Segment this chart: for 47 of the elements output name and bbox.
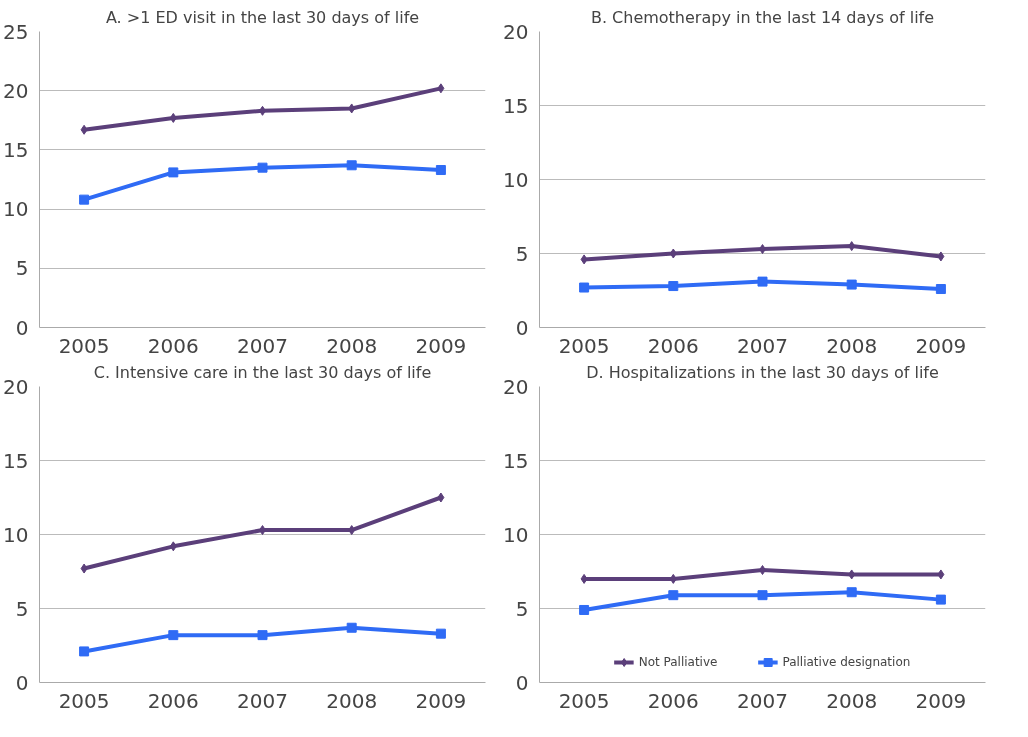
x-tick-label: 2005 [558,688,610,713]
y-tick-label: 15 [503,448,529,473]
legend-label: Palliative designation [782,655,911,669]
x-tick-label: 2009 [415,688,467,713]
y-tick-label: 0 [515,670,529,695]
y-tick-label: 10 [503,167,529,192]
y-tick-label: 0 [15,670,29,695]
y-tick-label: 10 [503,522,529,547]
x-tick-label: 2009 [915,688,967,713]
x-tick-label: 2007 [237,333,288,358]
legend-label: Not Palliative [638,655,718,669]
y-tick-label: 0 [15,315,29,340]
x-tick-label: 2008 [826,333,878,358]
y-tick-label: 15 [503,93,529,118]
x-tick-label: 2006 [647,688,699,713]
x-tick-label: 2005 [58,333,110,358]
chart-title: D. Hospitalizations in the last 30 days of life [586,362,939,382]
y-tick-label: 25 [3,19,29,44]
y-tick-label: 5 [15,256,29,281]
y-tick-label: 5 [515,241,529,266]
y-tick-label: 20 [503,19,529,44]
y-tick-label: 20 [503,374,529,399]
x-tick-label: 2005 [58,688,110,713]
x-tick-label: 2008 [326,688,378,713]
y-tick-label: 15 [3,448,29,473]
y-tick-label: 5 [15,596,29,621]
x-tick-label: 2006 [147,333,199,358]
x-tick-label: 2008 [826,688,878,713]
x-tick-label: 2006 [147,688,199,713]
y-tick-label: 10 [3,197,29,222]
x-tick-label: 2007 [737,333,788,358]
chart-title: C. Intensive care in the last 30 days of life [93,362,432,382]
y-tick-label: 0 [515,315,529,340]
x-tick-label: 2009 [915,333,967,358]
x-tick-label: 2006 [647,333,699,358]
y-tick-label: 5 [515,596,529,621]
x-tick-label: 2009 [415,333,467,358]
y-tick-label: 10 [3,522,29,547]
chart-title: A. >1 ED visit in the last 30 days of life [105,7,420,27]
x-tick-label: 2008 [326,333,378,358]
y-tick-label: 20 [3,374,29,399]
chart-title: B. Chemotherapy in the last 14 days of life [590,7,935,27]
x-tick-label: 2005 [558,333,610,358]
y-tick-label: 20 [3,78,29,103]
x-tick-label: 2007 [237,688,288,713]
x-tick-label: 2007 [737,688,788,713]
y-tick-label: 15 [3,137,29,162]
